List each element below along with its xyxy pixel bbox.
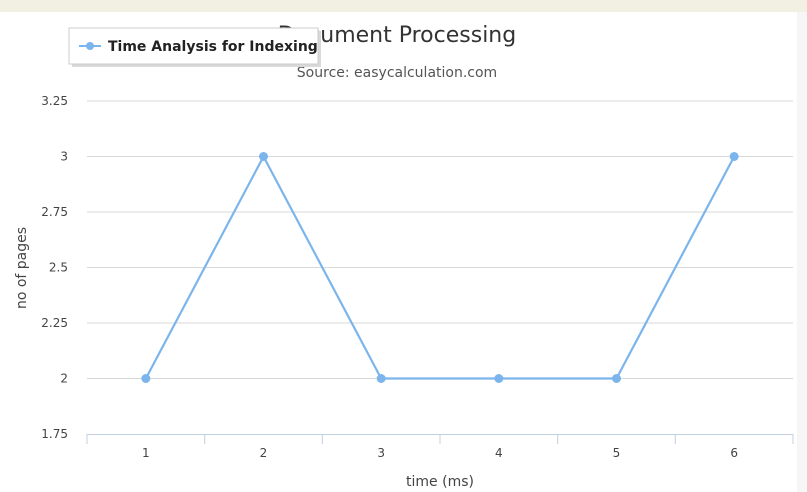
series-layer	[141, 152, 739, 383]
y-axis-title: no of pages	[14, 227, 30, 309]
legend[interactable]: Time Analysis for Indexing	[68, 27, 321, 67]
data-point[interactable]	[141, 374, 151, 383]
y-tick-label: 1.75	[41, 427, 68, 441]
x-axis	[86, 434, 794, 444]
y-tick-label: 2.5	[49, 261, 68, 275]
legend-marker-icon	[86, 42, 94, 50]
series-line	[144, 155, 736, 380]
chart-frame	[0, 12, 807, 492]
chart-subtitle: Source: easycalculation.com	[297, 65, 497, 81]
y-tick-label: 3	[60, 150, 68, 164]
data-point[interactable]	[259, 152, 268, 161]
x-axis-title: time (ms)	[406, 474, 474, 490]
y-tick-label: 3.25	[41, 94, 68, 108]
data-point[interactable]	[612, 374, 621, 383]
data-point[interactable]	[729, 152, 739, 161]
legend-box	[68, 27, 319, 65]
grid-lines	[87, 100, 793, 379]
y-tick-label: 2.75	[41, 205, 68, 219]
x-tick-label: 4	[495, 446, 503, 460]
legend-item-label[interactable]: Time Analysis for Indexing	[108, 39, 318, 55]
y-tick-labels: 1.75 2 2.25 2.5 2.75 3 3.25	[41, 94, 68, 441]
x-tick-label: 2	[260, 446, 268, 460]
y-tick-label: 2	[60, 372, 68, 386]
y-tick-label: 2.25	[41, 316, 68, 330]
x-tick-label: 1	[142, 446, 150, 460]
data-point[interactable]	[494, 374, 504, 383]
data-point[interactable]	[376, 374, 386, 383]
x-tick-labels: 1 2 3 4 5 6	[142, 446, 738, 460]
x-tick-label: 3	[377, 446, 385, 460]
scrollbar[interactable]	[797, 12, 807, 492]
x-tick-label: 6	[730, 446, 738, 460]
x-tick-label: 5	[613, 446, 621, 460]
